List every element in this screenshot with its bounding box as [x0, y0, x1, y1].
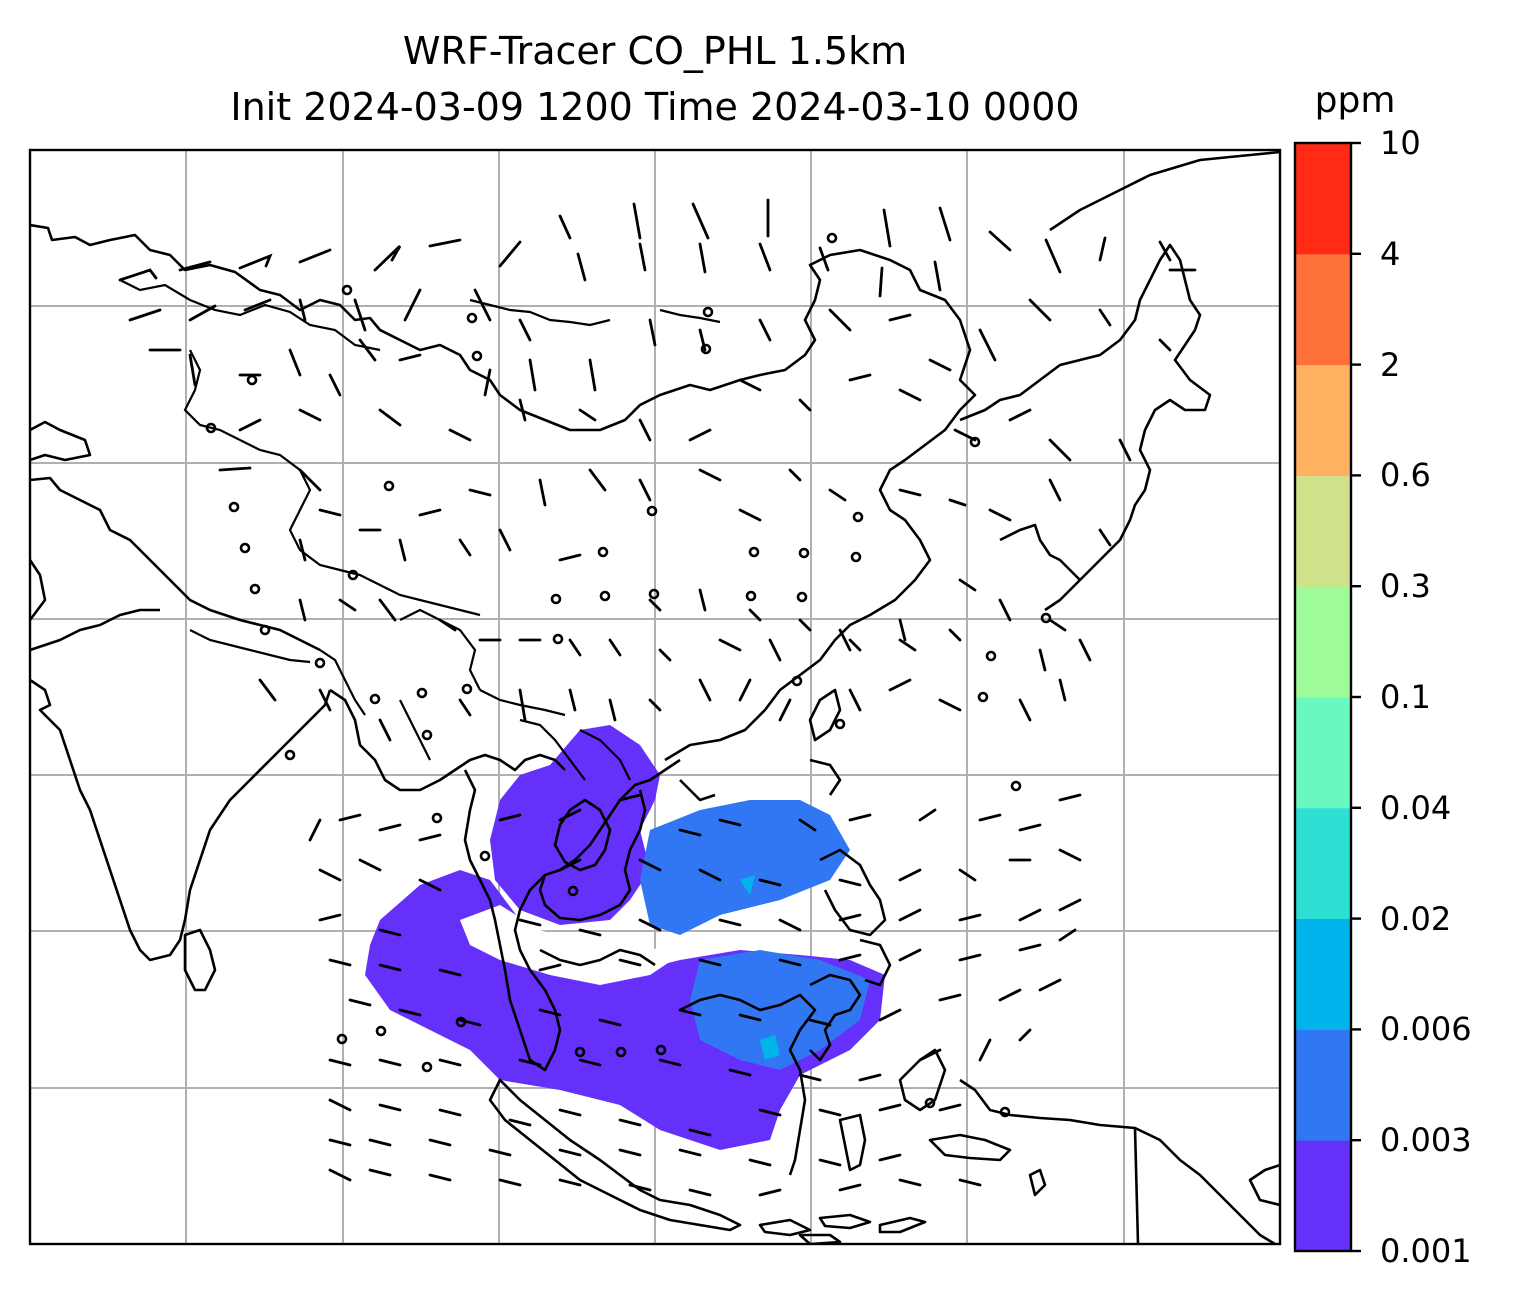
coastlines [30, 150, 1280, 1244]
colorbar-unit-label: ppm [1314, 80, 1396, 121]
tracer-core [760, 1035, 780, 1060]
colorbar-tick-label: 0.001 [1380, 1232, 1472, 1270]
tracer-band-east [690, 950, 870, 1070]
colorbar-tick-label: 0.1 [1380, 678, 1431, 716]
colorbar-tick-label: 0.02 [1380, 899, 1452, 938]
colorbar-segment [1295, 253, 1351, 366]
colorbar-segment [1295, 586, 1351, 698]
wind-barbs [118, 198, 1197, 1197]
colorbar-segment [1295, 1029, 1351, 1141]
tracer-core-2 [740, 875, 755, 895]
colorbar-segment [1295, 807, 1351, 920]
colorbar [1293, 141, 1361, 1253]
colorbar-segment [1295, 918, 1351, 1030]
colorbar-segment [1295, 1140, 1351, 1252]
country-borders [119, 279, 721, 781]
colorbar-tick-label: 0.04 [1380, 788, 1452, 827]
colorbar-tick-label: 10 [1380, 124, 1421, 162]
map-subtitle: Init 2024-03-09 1200 Time 2024-03-10 000… [230, 85, 1080, 129]
colorbar-tick-label: 0.006 [1380, 1010, 1472, 1049]
map-frame [28, 148, 1282, 1246]
map-title: WRF-Tracer CO_PHL 1.5km [402, 29, 908, 73]
colorbar-tick-label: 4 [1380, 234, 1401, 273]
colorbar-tick-label: 0.003 [1380, 1121, 1472, 1160]
colorbar-segment [1295, 697, 1351, 809]
colorbar-tick-label: 0.6 [1380, 456, 1431, 495]
tracer-field [365, 725, 885, 1150]
calm-wind-markers [205, 232, 1052, 1118]
colorbar-tick-label: 2 [1380, 345, 1401, 384]
colorbar-tick-label: 0.3 [1380, 567, 1431, 606]
tracer-plume-north [490, 725, 660, 925]
colorbar-segment [1295, 364, 1351, 476]
colorbar-segment [1295, 475, 1351, 587]
colorbar-segment [1295, 143, 1351, 255]
tracer-plume-east [640, 800, 850, 935]
